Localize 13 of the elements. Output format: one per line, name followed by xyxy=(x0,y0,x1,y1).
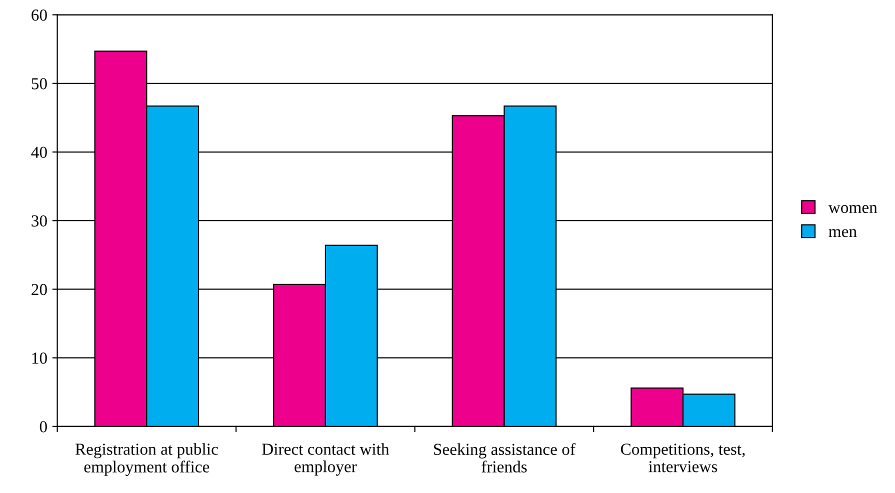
x-tick-label: Direct contact with employer xyxy=(262,443,390,476)
y-tick-label: 10 xyxy=(32,352,47,364)
x-tick-label: Registration at public employment office xyxy=(75,443,218,476)
y-tick-label: 30 xyxy=(32,215,47,227)
x-tick-label: Competitions, test, interviews xyxy=(620,444,745,472)
x-tick-label: Seeking assistance of friends xyxy=(434,443,576,472)
legend-label: men xyxy=(828,229,857,238)
y-tick-label: 50 xyxy=(32,78,47,90)
legend-label: women xyxy=(828,205,878,214)
y-tick-label: 40 xyxy=(31,146,47,158)
y-tick-label: 0 xyxy=(40,421,47,432)
y-tick-label: 20 xyxy=(32,284,47,296)
y-tick-label: 60 xyxy=(32,9,47,21)
